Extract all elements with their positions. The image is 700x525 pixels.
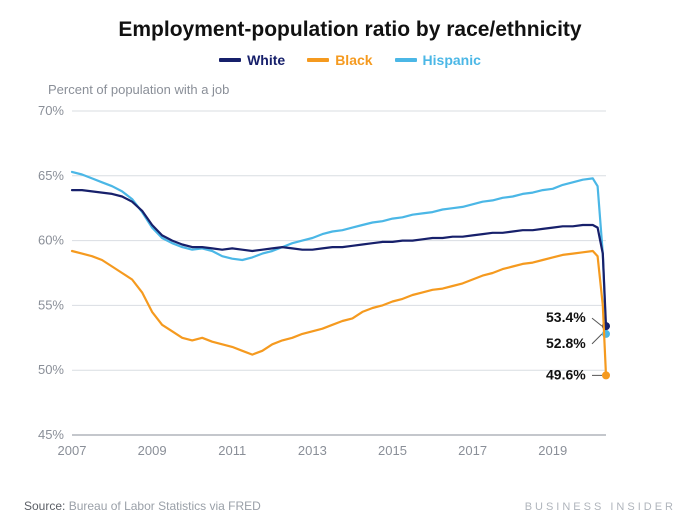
legend-label: Hispanic: [423, 52, 481, 68]
source-text: Bureau of Labor Statistics via FRED: [69, 499, 261, 513]
legend-item-black: Black: [307, 52, 372, 68]
legend: White Black Hispanic: [24, 52, 676, 68]
svg-text:2019: 2019: [538, 443, 567, 458]
source-prefix: Source:: [24, 499, 69, 513]
svg-text:2011: 2011: [218, 443, 246, 458]
svg-text:45%: 45%: [38, 427, 64, 442]
chart-svg: 45% 50% 55% 60% 65% 70% 2007 2009 2011 2013 2015 20…: [26, 103, 676, 463]
svg-text:2009: 2009: [138, 443, 167, 458]
source-line: Source: Bureau of Labor Statistics via F…: [24, 499, 261, 513]
legend-item-hispanic: Hispanic: [395, 52, 481, 68]
svg-text:50%: 50%: [38, 362, 64, 377]
svg-text:70%: 70%: [38, 103, 64, 118]
brand-mark: BUSINESS INSIDER: [525, 501, 676, 513]
svg-text:2013: 2013: [298, 443, 327, 458]
legend-swatch-hispanic: [395, 58, 417, 62]
legend-swatch-white: [219, 58, 241, 62]
legend-label: White: [247, 52, 285, 68]
legend-swatch-black: [307, 58, 329, 62]
svg-text:2015: 2015: [378, 443, 407, 458]
chart-title: Employment-population ratio by race/ethn…: [24, 18, 676, 42]
svg-text:2007: 2007: [58, 443, 87, 458]
chart-plot-area: 45% 50% 55% 60% 65% 70% 2007 2009 2011 2013 2015 20…: [26, 103, 676, 463]
svg-text:52.8%: 52.8%: [546, 335, 586, 351]
svg-text:2017: 2017: [458, 443, 487, 458]
svg-text:65%: 65%: [38, 168, 64, 183]
svg-text:60%: 60%: [38, 233, 64, 248]
svg-text:53.4%: 53.4%: [546, 309, 586, 325]
svg-text:55%: 55%: [38, 297, 64, 312]
legend-item-white: White: [219, 52, 285, 68]
y-axis-subtitle: Percent of population with a job: [48, 82, 676, 97]
chart-container: Employment-population ratio by race/ethn…: [0, 0, 700, 525]
svg-text:49.6%: 49.6%: [546, 366, 586, 382]
legend-label: Black: [335, 52, 372, 68]
